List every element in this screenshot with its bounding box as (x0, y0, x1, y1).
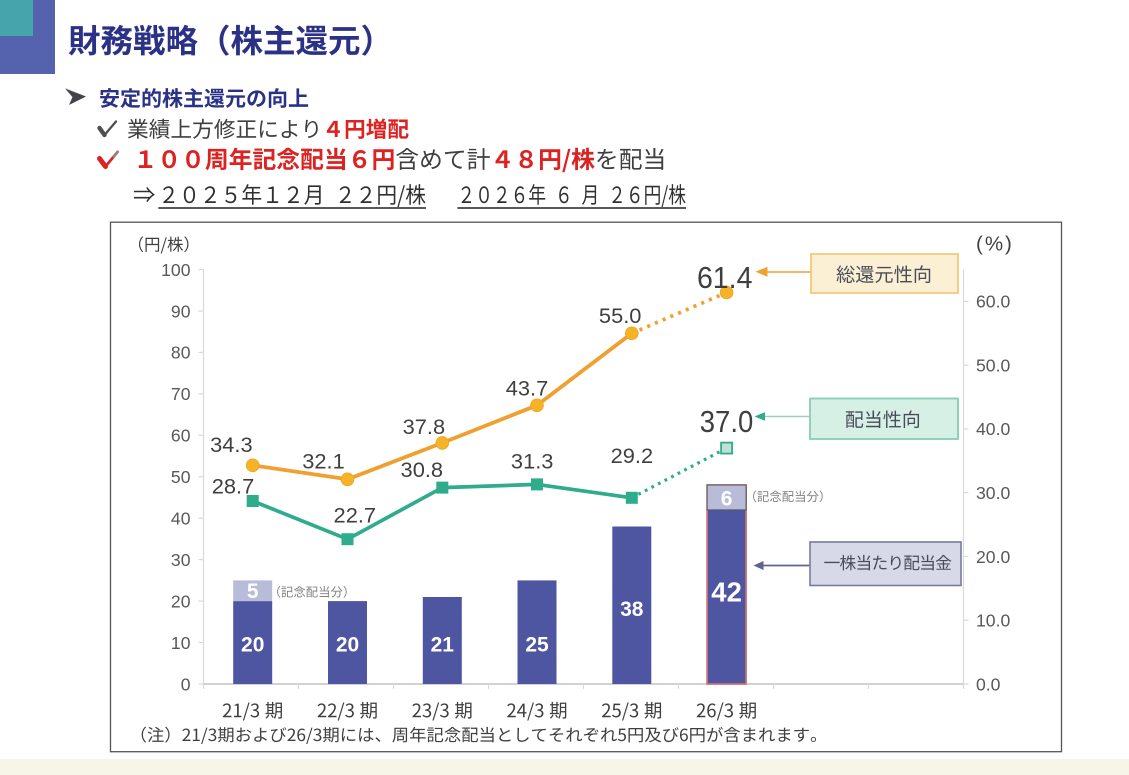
svg-text:10.0: 10.0 (976, 611, 1010, 631)
svg-text:30.0: 30.0 (976, 483, 1010, 503)
svg-text:28.7: 28.7 (212, 476, 255, 499)
svg-text:20.0: 20.0 (976, 547, 1010, 567)
svg-text:20: 20 (241, 634, 264, 657)
svg-text:25: 25 (525, 634, 549, 657)
svg-text:21: 21 (431, 634, 455, 657)
svg-text:40.0: 40.0 (976, 419, 1010, 439)
svg-text:6: 6 (721, 488, 733, 511)
svg-text:55.0: 55.0 (599, 305, 642, 328)
svg-text:50.0: 50.0 (976, 356, 1010, 376)
svg-text:32.1: 32.1 (302, 451, 345, 474)
svg-text:0: 0 (181, 674, 191, 694)
svg-text:22.7: 22.7 (334, 505, 377, 528)
svg-text:42: 42 (711, 577, 742, 608)
svg-text:20: 20 (336, 634, 359, 657)
svg-text:10: 10 (171, 633, 191, 653)
svg-text:80: 80 (171, 343, 191, 363)
svg-text:34.3: 34.3 (210, 434, 253, 457)
svg-text:90: 90 (171, 301, 191, 321)
svg-text:37.0: 37.0 (700, 404, 754, 439)
svg-text:30: 30 (171, 550, 191, 570)
svg-text:(%): (%) (976, 233, 1014, 256)
svg-text:60: 60 (171, 426, 191, 446)
svg-text:29.2: 29.2 (611, 445, 654, 468)
svg-text:50: 50 (171, 467, 191, 487)
svg-text:0.0: 0.0 (976, 674, 1001, 694)
svg-text:5: 5 (247, 580, 259, 603)
svg-text:37.8: 37.8 (403, 416, 446, 439)
svg-text:70: 70 (171, 384, 191, 404)
svg-text:40: 40 (171, 509, 191, 529)
svg-text:20: 20 (171, 591, 191, 611)
svg-text:38: 38 (620, 598, 644, 621)
svg-text:30.8: 30.8 (401, 459, 444, 482)
svg-text:61.4: 61.4 (697, 260, 753, 295)
svg-text:60.0: 60.0 (976, 292, 1010, 312)
svg-text:31.3: 31.3 (511, 450, 554, 473)
svg-text:43.7: 43.7 (506, 378, 549, 401)
svg-text:100: 100 (161, 260, 191, 280)
